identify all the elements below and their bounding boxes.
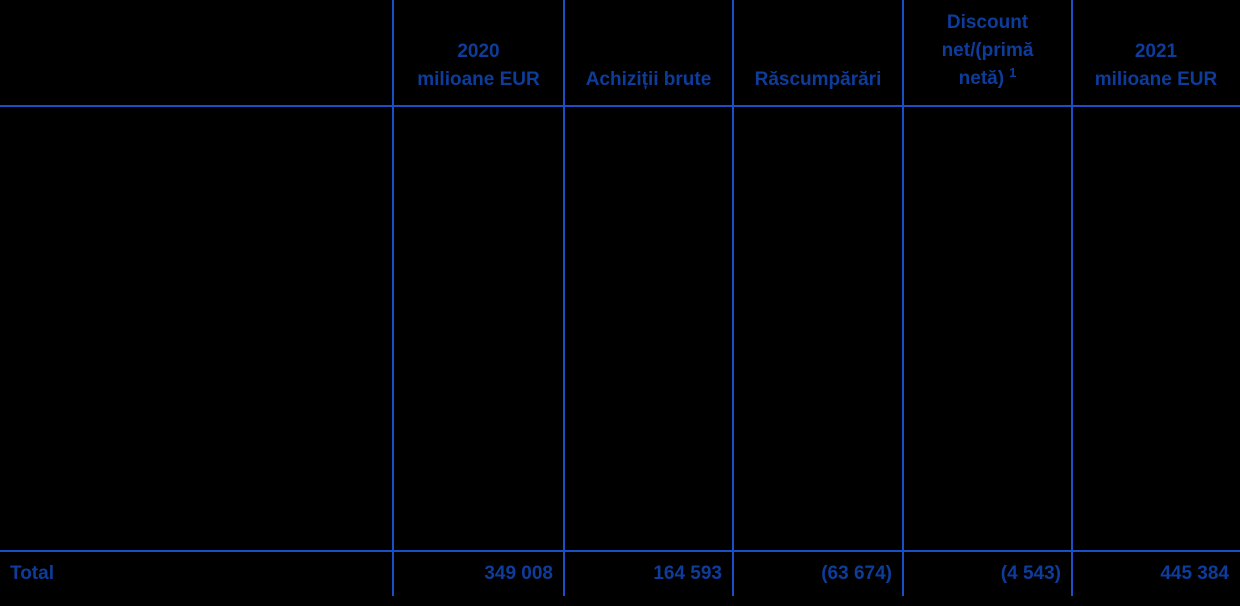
header-2020-line2: milioane EUR (417, 69, 540, 90)
header-discount-line2: net/(primă (941, 40, 1034, 61)
header-underline (0, 105, 1240, 107)
footnote-marker-1: 1 (1009, 65, 1017, 80)
column-divider-1 (392, 0, 394, 596)
column-divider-2 (563, 0, 565, 596)
table-body-empty (0, 107, 1240, 550)
header-2020-milioane-eur: 2020 milioane EUR (393, 0, 564, 105)
total-value-rascumparari: (63 674) (821, 563, 892, 584)
header-2020-line1: 2020 (457, 41, 500, 62)
total-value-discount-net: (4 543) (1000, 563, 1061, 584)
header-discount-line3-text: netă) (958, 68, 1005, 89)
total-value-2021: 445 384 (1160, 563, 1229, 584)
header-discount-line3: netă) 1 (959, 65, 1017, 94)
total-row-topline (0, 550, 1240, 552)
total-value-achizitii-brute: 164 593 (653, 563, 722, 584)
header-2021-milioane-eur: 2021 milioane EUR (1072, 0, 1240, 105)
column-divider-4 (902, 0, 904, 596)
column-divider-3 (732, 0, 734, 596)
total-value-2020: 349 008 (484, 563, 553, 584)
header-rascumparari: Răscumpărări (733, 0, 903, 105)
column-divider-5 (1071, 0, 1073, 596)
header-discount-line1: Discount (946, 12, 1029, 33)
header-achizitii-label: Achiziții brute (585, 69, 712, 90)
header-discount-net: Discount net/(primă netă) 1 (903, 0, 1072, 105)
header-achizitii-brute: Achiziții brute (564, 0, 733, 105)
header-rascumparari-label: Răscumpărări (754, 69, 882, 90)
header-2021-line2: milioane EUR (1094, 69, 1218, 90)
total-row-label: Total (10, 563, 54, 584)
header-2021-line1: 2021 (1134, 41, 1178, 62)
